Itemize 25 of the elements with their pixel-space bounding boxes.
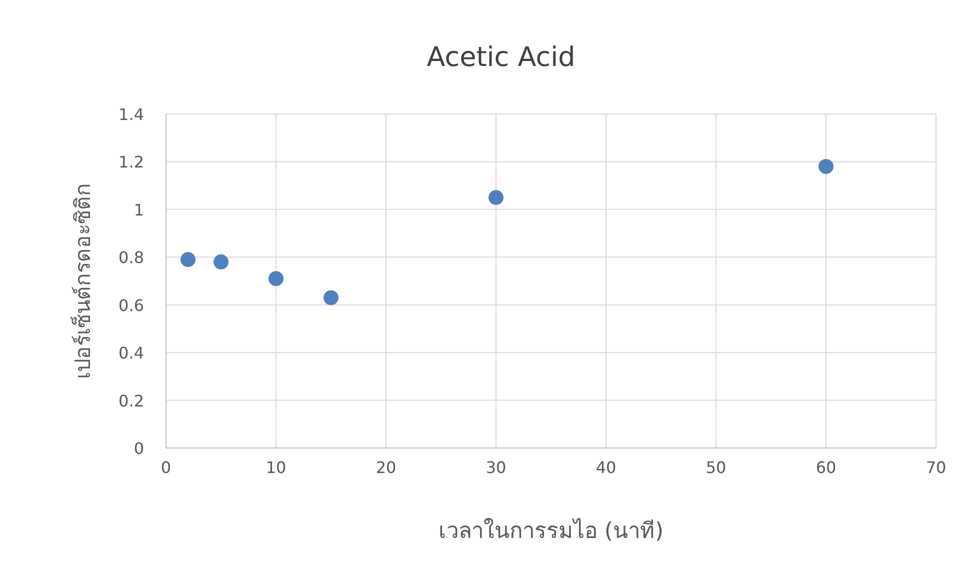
x-tick-label: 10	[266, 458, 286, 477]
x-axis-title: เวลาในการรมไอ (นาที)	[438, 518, 664, 544]
y-tick-label: 0	[134, 439, 144, 458]
chart-title: Acetic Acid	[426, 42, 576, 73]
y-tick-label: 1.2	[118, 152, 144, 172]
point	[214, 254, 228, 270]
x-tick-label: 20	[376, 458, 396, 477]
point	[268, 271, 284, 286]
y-tick-label: 1	[134, 200, 144, 220]
point	[818, 158, 834, 174]
x-tick-label: 40	[596, 458, 616, 477]
x-tick-label: 60	[816, 458, 836, 477]
y-tick-label: 0.6	[118, 296, 144, 315]
y-tick-label: 1.4	[118, 105, 144, 124]
y-tick-label: 0.4	[118, 344, 144, 363]
y-axis-title: เปอร์เซ็นต์กรดอะซิติก	[69, 183, 95, 379]
point	[324, 290, 338, 306]
x-tick-label: 70	[926, 458, 946, 477]
point	[180, 252, 196, 268]
y-tick-label: 0.2	[118, 391, 144, 410]
point	[488, 190, 504, 205]
x-tick-label: 30	[486, 458, 506, 477]
x-tick-label: 50	[706, 458, 726, 477]
x-tick-label: 0	[160, 458, 172, 477]
y-tick-label: 0.8	[118, 248, 144, 268]
